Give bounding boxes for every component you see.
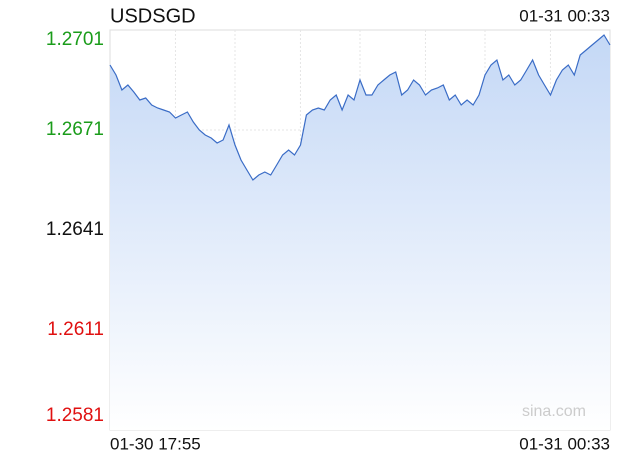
time-label: 01-31 00:33 — [519, 6, 610, 25]
y-tick-label: 1.2611 — [47, 319, 104, 340]
watermark: sina.com — [522, 403, 586, 420]
area — [110, 35, 610, 430]
x-tick-label: 01-31 00:33 — [519, 434, 610, 453]
line — [109, 34, 611, 181]
chart-title: USDSGD — [110, 5, 196, 27]
y-tick-label: 1.2701 — [46, 29, 104, 50]
y-tick-label: 1.2641 — [46, 219, 104, 240]
y-tick-label: 1.2671 — [46, 119, 104, 140]
y-tick-label: 1.2581 — [46, 405, 104, 426]
x-tick-label: 01-30 17:55 — [110, 434, 201, 453]
